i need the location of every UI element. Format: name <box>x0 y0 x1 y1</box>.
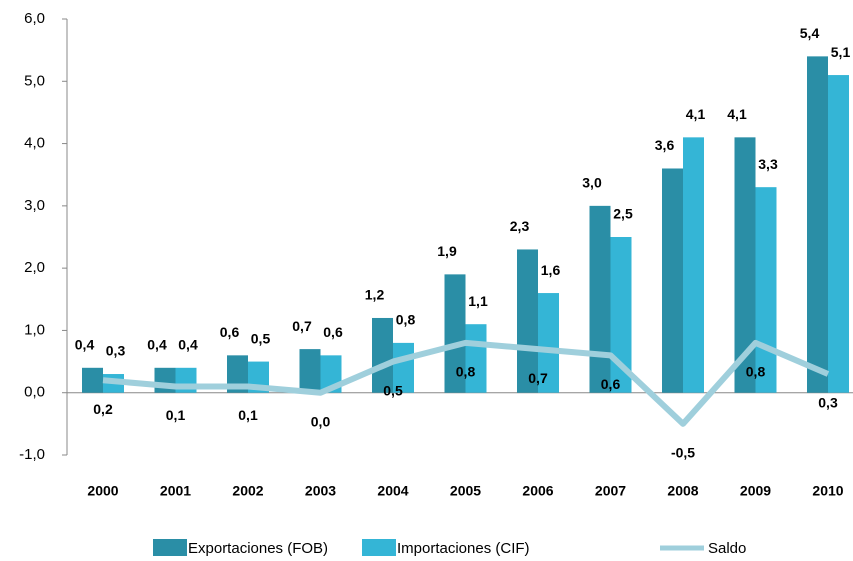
x-tick-label: 2008 <box>667 483 698 499</box>
data-label: 0,6 <box>601 376 621 392</box>
x-tick-label: 2002 <box>232 483 263 499</box>
bar <box>517 249 538 393</box>
data-label: 3,6 <box>655 137 675 153</box>
x-tick-label: 2006 <box>522 483 553 499</box>
data-label: 0,4 <box>75 337 95 353</box>
data-label: 2,5 <box>613 206 633 222</box>
legend-label: Saldo <box>708 540 746 557</box>
data-label: 0,7 <box>292 318 312 334</box>
data-label: -0,5 <box>671 445 695 461</box>
data-label: 2,3 <box>510 218 530 234</box>
y-tick-label: 6,0 <box>24 10 45 27</box>
legend-swatch <box>153 539 187 556</box>
x-tick-label: 2004 <box>377 483 408 499</box>
data-label: 0,5 <box>251 330 271 346</box>
data-label: 0,3 <box>106 343 126 359</box>
data-label: 0,4 <box>147 337 167 353</box>
bar <box>807 56 828 393</box>
bar <box>372 317 393 393</box>
x-tick-label: 2005 <box>450 483 481 499</box>
bar <box>465 324 487 393</box>
data-label: 0,2 <box>93 401 113 417</box>
bar <box>683 137 704 393</box>
bar <box>227 355 248 393</box>
data-label: 0,6 <box>220 324 240 340</box>
data-label: 0,8 <box>396 312 416 328</box>
data-label: 0,3 <box>818 395 838 411</box>
y-tick-label: 2,0 <box>24 259 45 276</box>
x-tick-label: 2000 <box>87 483 118 499</box>
y-tick-label: 0,0 <box>24 384 45 401</box>
bar <box>444 274 466 393</box>
bar <box>82 367 103 393</box>
data-label: 0,4 <box>178 337 198 353</box>
y-tick-label: 1,0 <box>24 321 45 338</box>
data-label: 0,6 <box>323 324 343 340</box>
x-tick-label: 2003 <box>305 483 336 499</box>
data-label: 1,9 <box>437 243 457 259</box>
bar <box>299 349 321 393</box>
data-label: 0,0 <box>311 413 331 429</box>
bar <box>610 237 632 393</box>
bar <box>734 137 756 393</box>
data-label: 3,3 <box>758 156 778 172</box>
data-label: 0,8 <box>746 364 766 380</box>
data-label: 0,7 <box>528 370 548 386</box>
y-tick-label: 3,0 <box>24 197 45 214</box>
data-label: 5,4 <box>800 25 820 41</box>
legend-label: Exportaciones (FOB) <box>188 540 328 557</box>
legend-label: Importaciones (CIF) <box>397 540 530 557</box>
y-tick-label: 5,0 <box>24 72 45 89</box>
data-label: 0,1 <box>166 407 186 423</box>
data-label: 0,5 <box>383 382 403 398</box>
data-label: 1,2 <box>365 287 385 303</box>
y-tick-label: 4,0 <box>24 135 45 152</box>
bar <box>538 293 559 393</box>
x-tick-label: 2009 <box>740 483 771 499</box>
data-label: 1,1 <box>468 293 488 309</box>
legend-swatch <box>362 539 396 556</box>
data-label: 4,1 <box>686 106 706 122</box>
bar <box>589 205 611 393</box>
data-label: 5,1 <box>831 44 851 60</box>
bar <box>828 75 849 393</box>
data-label: 0,1 <box>238 407 258 423</box>
y-tick-label: -1,0 <box>19 446 45 463</box>
data-label: 0,8 <box>456 364 476 380</box>
data-label: 4,1 <box>727 106 747 122</box>
x-tick-label: 2007 <box>595 483 626 499</box>
bar <box>755 187 777 393</box>
line <box>102 339 830 427</box>
data-label: 3,0 <box>582 175 602 191</box>
data-label: 1,6 <box>541 262 561 278</box>
x-tick-label: 2001 <box>160 483 191 499</box>
bar <box>662 168 683 393</box>
x-tick-label: 2010 <box>812 483 843 499</box>
